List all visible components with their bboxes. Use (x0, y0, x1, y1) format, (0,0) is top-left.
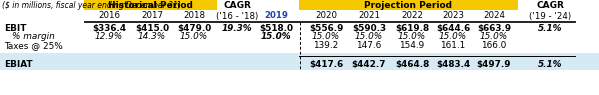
Text: $590.3: $590.3 (352, 24, 386, 33)
Text: 2024: 2024 (483, 11, 505, 21)
Text: $464.8: $464.8 (395, 60, 429, 69)
Text: 19.3%: 19.3% (222, 24, 252, 33)
Text: 161.1: 161.1 (440, 41, 465, 50)
Text: 2020: 2020 (315, 11, 337, 21)
Text: 15.0%: 15.0% (480, 32, 508, 41)
Bar (0, 53, 599, 70)
Text: EBIAT: EBIAT (4, 60, 32, 69)
Text: 15.0%: 15.0% (261, 32, 291, 41)
Text: 2021: 2021 (358, 11, 380, 21)
Text: $619.8: $619.8 (395, 24, 429, 33)
Text: $479.0: $479.0 (177, 24, 211, 33)
Text: 166.0: 166.0 (482, 41, 507, 50)
Text: 14.3%: 14.3% (138, 32, 166, 41)
Text: EBIT: EBIT (4, 24, 26, 33)
Text: $336.4: $336.4 (92, 24, 126, 33)
Text: 139.2: 139.2 (313, 41, 338, 50)
Text: $483.4: $483.4 (436, 60, 470, 69)
Text: $518.0: $518.0 (259, 24, 293, 33)
Text: 15.0%: 15.0% (439, 32, 467, 41)
Text: 2019: 2019 (264, 11, 288, 21)
Text: ('19 - '24): ('19 - '24) (529, 11, 571, 21)
Text: $497.9: $497.9 (477, 60, 512, 69)
Text: 15.0%: 15.0% (355, 32, 383, 41)
Text: $663.9: $663.9 (477, 24, 511, 33)
Bar (299, 0, 518, 10)
Text: 5.1%: 5.1% (538, 24, 562, 33)
Text: 2022: 2022 (401, 11, 423, 21)
Bar (84, 0, 217, 10)
Text: CAGR: CAGR (536, 2, 564, 11)
Text: 12.9%: 12.9% (95, 32, 123, 41)
Text: 2017: 2017 (141, 11, 163, 21)
Text: 2016: 2016 (98, 11, 120, 21)
Text: ($ in millions, fiscal year ending December 31): ($ in millions, fiscal year ending Decem… (2, 2, 181, 11)
Text: Projection Period: Projection Period (365, 2, 452, 11)
Text: $417.6: $417.6 (309, 60, 343, 69)
Text: Taxes @ 25%: Taxes @ 25% (4, 41, 63, 50)
Text: 147.6: 147.6 (356, 41, 382, 50)
Text: $415.0: $415.0 (135, 24, 169, 33)
Text: 15.0%: 15.0% (312, 32, 340, 41)
Text: 15.0%: 15.0% (398, 32, 426, 41)
Text: 2023: 2023 (442, 11, 464, 21)
Text: $556.9: $556.9 (309, 24, 343, 33)
Text: 15.0%: 15.0% (180, 32, 208, 41)
Text: $442.7: $442.7 (352, 60, 386, 69)
Text: CAGR: CAGR (223, 2, 251, 11)
Text: % margin: % margin (12, 32, 55, 41)
Text: 5.1%: 5.1% (538, 60, 562, 69)
Text: ('16 - '18): ('16 - '18) (216, 11, 258, 21)
Text: 154.9: 154.9 (400, 41, 425, 50)
Text: 2018: 2018 (183, 11, 205, 21)
Text: $644.6: $644.6 (436, 24, 470, 33)
Text: Historical Period: Historical Period (108, 2, 193, 11)
